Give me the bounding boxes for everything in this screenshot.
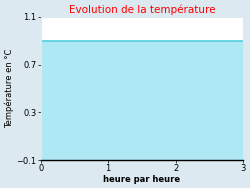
Title: Evolution de la température: Evolution de la température <box>69 4 215 15</box>
Y-axis label: Température en °C: Température en °C <box>4 49 14 128</box>
X-axis label: heure par heure: heure par heure <box>104 175 180 184</box>
